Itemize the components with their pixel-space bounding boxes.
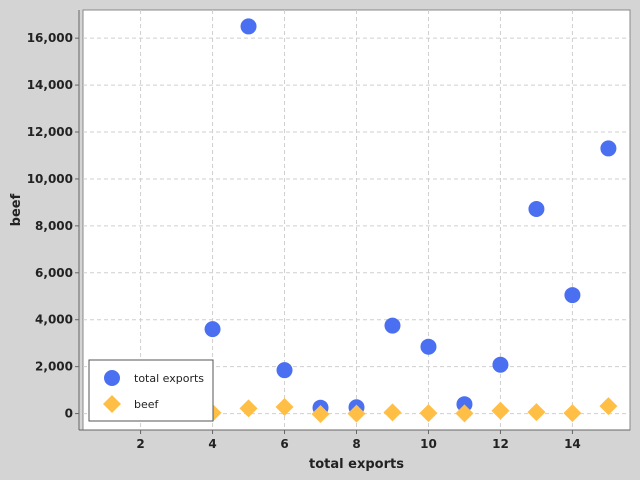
point-beef: [383, 403, 402, 422]
y-tick-label: 6,000: [35, 266, 73, 280]
point-beef: [527, 403, 546, 422]
data-marks: [203, 18, 618, 424]
point-beef: [563, 404, 582, 423]
x-tick-label: 10: [420, 437, 437, 451]
legend: total exports beef: [88, 359, 214, 422]
legend-label-beef: beef: [134, 398, 160, 411]
legend-label-total-exports: total exports: [134, 372, 204, 385]
point-total-exports: [276, 362, 293, 379]
x-ticks: 2 4 6 8 10 12 14: [136, 430, 581, 451]
y-tick-label: 10,000: [27, 172, 73, 186]
y-tick-label: 12,000: [27, 125, 73, 139]
legend-marker-beef: [103, 395, 121, 413]
point-total-exports: [204, 321, 221, 338]
point-beef: [275, 398, 294, 417]
axes: [78, 10, 630, 431]
x-tick-label: 2: [136, 437, 144, 451]
point-beef: [347, 404, 366, 423]
y-tick-label: 0: [65, 407, 73, 421]
point-beef: [419, 404, 438, 423]
point-total-exports: [564, 287, 581, 304]
point-total-exports: [492, 356, 509, 373]
y-tick-label: 2,000: [35, 360, 73, 374]
point-beef: [491, 401, 510, 420]
legend-marker-total-exports: [104, 370, 120, 386]
point-total-exports: [528, 200, 545, 217]
point-beef: [455, 404, 474, 423]
y-tick-label: 8,000: [35, 219, 73, 233]
point-beef: [239, 399, 258, 418]
x-tick-label: 14: [564, 437, 581, 451]
y-tick-label: 14,000: [27, 78, 73, 92]
y-tick-label: 16,000: [27, 31, 73, 45]
y-tick-label: 4,000: [35, 313, 73, 327]
x-tick-label: 6: [280, 437, 288, 451]
y-ticks: 0 2,000 4,000 6,000 8,000 10,000 12,000 14,000 1…: [27, 31, 79, 421]
point-total-exports: [420, 338, 437, 355]
x-tick-label: 4: [208, 437, 216, 451]
point-total-exports: [600, 140, 617, 157]
x-tick-label: 12: [492, 437, 509, 451]
x-axis-title: total exports: [309, 457, 404, 472]
point-total-exports: [240, 18, 257, 35]
point-total-exports: [384, 317, 401, 334]
y-axis-title: beef: [9, 193, 24, 226]
legend-box: [88, 359, 214, 422]
point-beef: [311, 405, 330, 424]
x-tick-label: 8: [352, 437, 360, 451]
point-beef: [599, 397, 618, 416]
point-total-exports: [456, 396, 473, 413]
